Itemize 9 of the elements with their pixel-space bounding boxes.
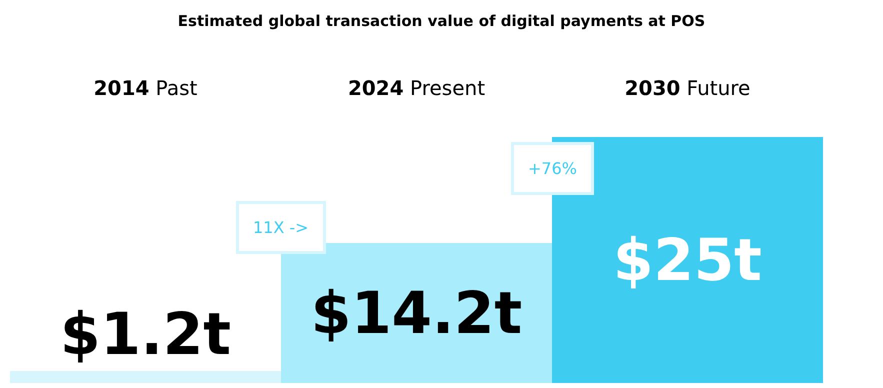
x-tick-label: 2024 Present (348, 76, 486, 100)
x-tick-label: 2014 Past (94, 76, 198, 100)
data-label: $14.2t (310, 279, 522, 347)
data-label: $25t (613, 226, 762, 294)
chart-title: Estimated global transaction value of digital payments at POS (178, 12, 706, 30)
data-label: $1.2t (60, 300, 231, 368)
x-tick-label: 2030 Future (624, 76, 750, 100)
annotation: 11X -> (253, 218, 309, 237)
annotation: +76% (528, 159, 577, 178)
